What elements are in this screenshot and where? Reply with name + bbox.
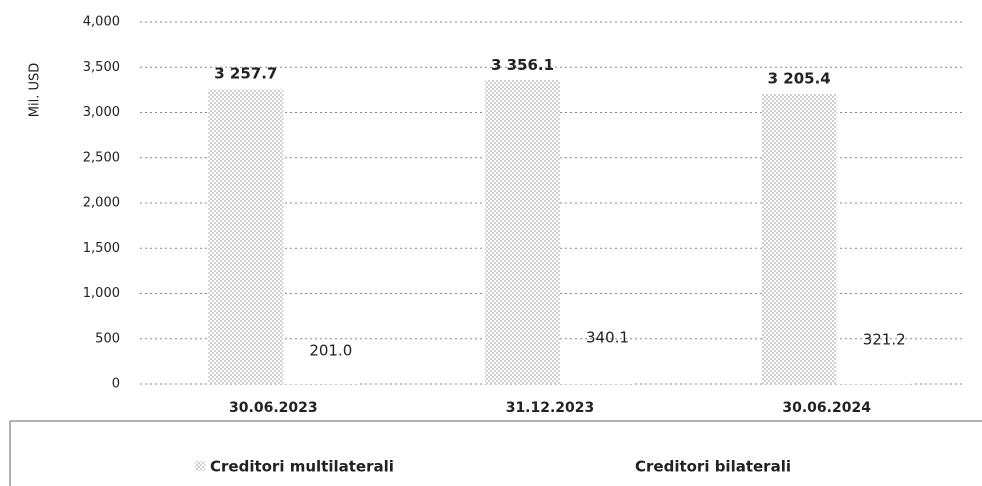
y-tick-label: 0 — [112, 377, 120, 392]
y-tick-label: 1,000 — [83, 286, 120, 301]
x-tick-label: 30.06.2023 — [229, 400, 318, 416]
bar — [485, 80, 560, 384]
bar — [761, 93, 837, 384]
value-label: 201.0 — [309, 341, 352, 359]
y-tick-label: 500 — [95, 331, 120, 346]
y-tick-label: 2,000 — [83, 196, 120, 211]
bar — [836, 354, 912, 384]
bar — [560, 353, 635, 384]
y-axis-label: Mil. USD — [28, 63, 43, 117]
bar — [283, 365, 359, 384]
legend-swatch — [620, 461, 630, 471]
value-label: 3 356.1 — [491, 56, 554, 74]
legend-label: Creditori bilaterali — [635, 458, 791, 476]
legend-label: Creditori multilaterali — [210, 458, 394, 476]
y-tick-label: 2,500 — [83, 150, 120, 165]
y-tick-label: 1,500 — [83, 241, 120, 256]
bar — [208, 89, 284, 384]
value-label: 3 205.4 — [768, 69, 831, 87]
value-label: 321.2 — [863, 330, 906, 348]
y-tick-label: 4,000 — [83, 15, 120, 30]
y-tick-label: 3,000 — [83, 105, 120, 120]
x-tick-label: 30.06.2024 — [782, 400, 871, 416]
x-tick-label: 31.12.2023 — [506, 400, 595, 416]
legend-swatch — [195, 461, 205, 471]
value-label: 340.1 — [586, 329, 629, 347]
value-label: 3 257.7 — [214, 65, 277, 83]
y-tick-label: 3,500 — [83, 60, 120, 75]
